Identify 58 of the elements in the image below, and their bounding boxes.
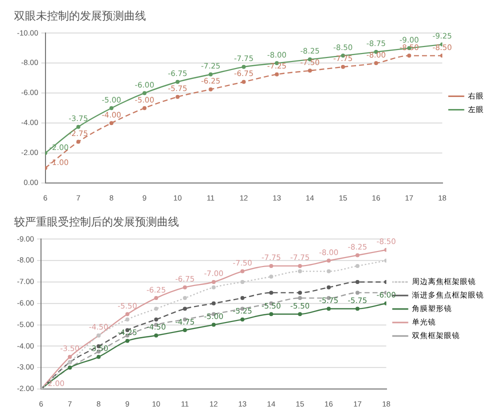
point <box>182 285 187 290</box>
point <box>355 253 360 258</box>
point <box>125 312 130 316</box>
point <box>208 87 213 92</box>
point <box>355 306 360 311</box>
chart-title: 较严重眼受控制后的发展预测曲线 <box>14 215 179 228</box>
point <box>374 61 378 66</box>
point <box>326 285 331 290</box>
point <box>96 354 101 359</box>
chart-title: 双眼未控制的发展预测曲线 <box>14 9 146 22</box>
point <box>355 280 360 284</box>
point <box>269 312 274 316</box>
point <box>125 317 130 322</box>
point <box>142 91 147 96</box>
point <box>269 290 274 295</box>
point <box>154 334 158 338</box>
point <box>212 322 216 327</box>
point <box>212 280 216 284</box>
point <box>240 269 244 274</box>
point <box>68 354 72 359</box>
point <box>109 106 114 110</box>
point <box>298 290 302 295</box>
point <box>269 274 274 279</box>
point <box>182 296 187 300</box>
point <box>242 80 246 84</box>
point <box>341 64 346 69</box>
point <box>142 106 147 110</box>
point <box>76 140 80 144</box>
point <box>76 124 80 129</box>
point <box>274 72 279 76</box>
point <box>109 121 114 126</box>
point <box>242 64 246 69</box>
point <box>326 269 331 274</box>
point <box>154 317 158 322</box>
point <box>355 264 360 268</box>
point <box>326 258 331 263</box>
point <box>176 94 180 99</box>
point <box>212 285 216 290</box>
point <box>154 306 158 311</box>
point <box>182 328 187 332</box>
point <box>240 280 244 284</box>
point <box>298 269 302 274</box>
point <box>208 72 213 76</box>
point <box>269 264 274 268</box>
point <box>240 317 244 322</box>
point <box>125 338 130 343</box>
point <box>240 296 244 300</box>
point <box>308 68 312 73</box>
point <box>298 296 302 300</box>
point <box>407 54 412 58</box>
point <box>154 296 158 300</box>
point <box>182 306 187 311</box>
point <box>298 264 302 268</box>
point <box>355 290 360 295</box>
point <box>298 312 302 316</box>
point <box>326 306 331 311</box>
point <box>176 80 180 84</box>
point <box>212 301 216 306</box>
